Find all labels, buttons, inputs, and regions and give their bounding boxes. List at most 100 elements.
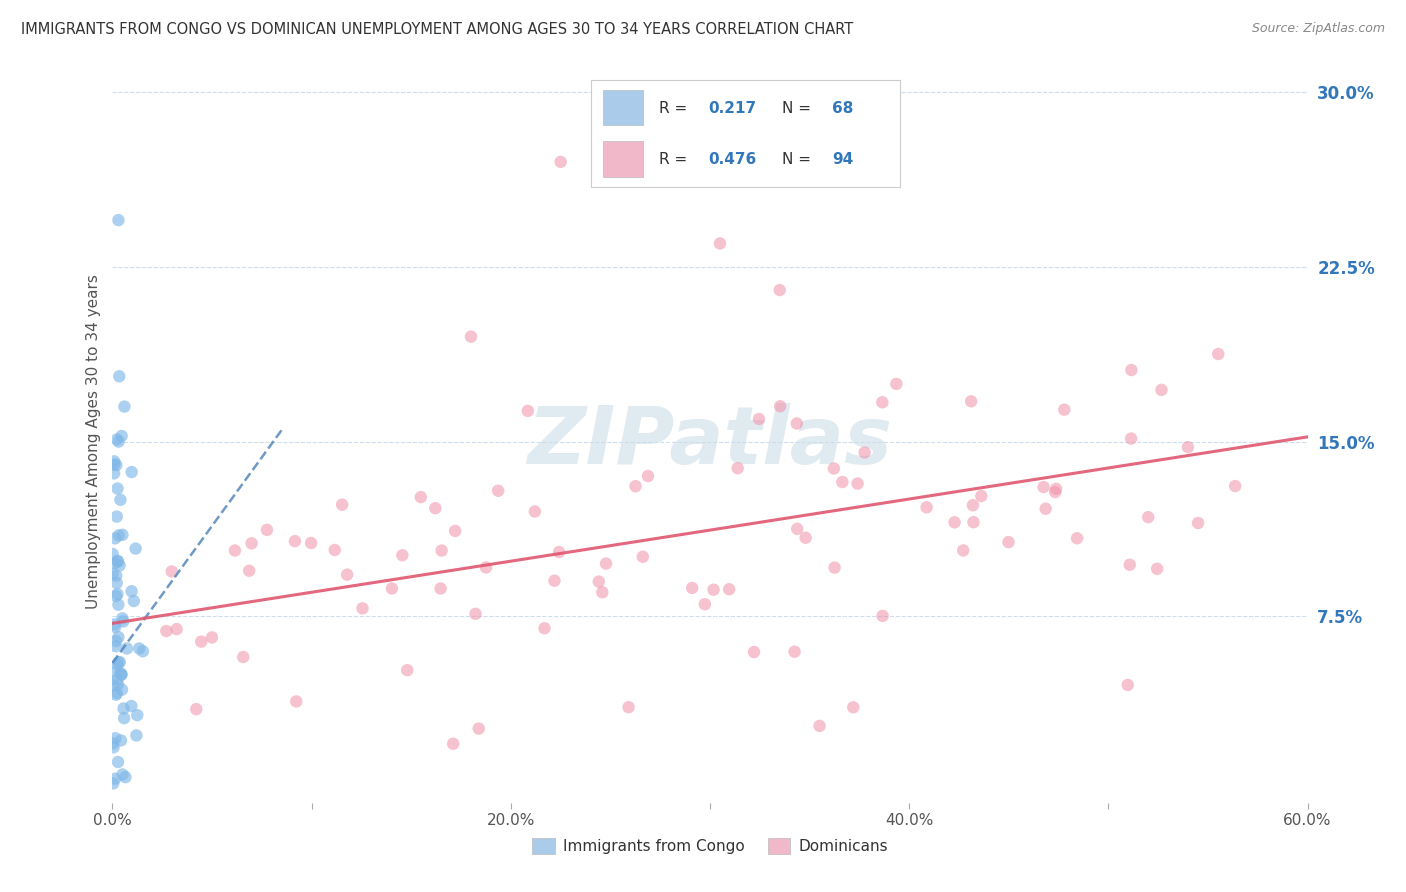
- Point: [430, 543, 453, 558]
- Point: [299, 536, 322, 550]
- Point: [107, 755, 129, 769]
- Point: [543, 574, 565, 588]
- Point: [591, 585, 613, 599]
- Point: [595, 557, 617, 571]
- Point: [132, 644, 155, 658]
- Point: [748, 412, 770, 426]
- Point: [104, 772, 127, 786]
- Point: [128, 641, 150, 656]
- Point: [190, 634, 212, 648]
- Text: IMMIGRANTS FROM CONGO VS DOMINICAN UNEMPLOYMENT AMONG AGES 30 TO 34 YEARS CORREL: IMMIGRANTS FROM CONGO VS DOMINICAN UNEMP…: [21, 22, 853, 37]
- Point: [548, 545, 571, 559]
- Point: [284, 534, 307, 549]
- Point: [823, 461, 845, 475]
- Point: [121, 584, 143, 599]
- Point: [970, 489, 993, 503]
- Point: [425, 501, 447, 516]
- Point: [105, 589, 128, 603]
- Point: [693, 597, 716, 611]
- Point: [105, 673, 128, 687]
- Point: [104, 731, 127, 746]
- Point: [533, 621, 555, 635]
- Text: 0.476: 0.476: [709, 152, 756, 167]
- Point: [122, 594, 145, 608]
- Point: [1032, 480, 1054, 494]
- Point: [1119, 432, 1142, 446]
- Point: [872, 395, 894, 409]
- Point: [441, 737, 464, 751]
- Point: [550, 154, 572, 169]
- Point: [467, 722, 489, 736]
- Point: [104, 620, 127, 634]
- Text: N =: N =: [782, 152, 815, 167]
- Legend: Immigrants from Congo, Dominicans: Immigrants from Congo, Dominicans: [526, 832, 894, 860]
- Point: [1035, 501, 1057, 516]
- Point: [105, 587, 128, 601]
- Point: [107, 434, 129, 449]
- Point: [352, 601, 374, 615]
- Point: [232, 650, 254, 665]
- Point: [101, 547, 124, 561]
- Point: [336, 567, 359, 582]
- Point: [1066, 531, 1088, 545]
- Text: 68: 68: [832, 101, 853, 116]
- Point: [1146, 562, 1168, 576]
- Point: [112, 615, 135, 629]
- Point: [127, 708, 149, 723]
- Point: [742, 645, 765, 659]
- Text: ZIPatlas: ZIPatlas: [527, 402, 893, 481]
- Point: [103, 557, 125, 571]
- Text: R =: R =: [658, 152, 692, 167]
- Text: Source: ZipAtlas.com: Source: ZipAtlas.com: [1251, 22, 1385, 36]
- Point: [105, 686, 128, 700]
- Point: [103, 454, 125, 468]
- Point: [808, 719, 831, 733]
- Point: [727, 461, 749, 475]
- Point: [111, 611, 134, 625]
- Point: [110, 492, 132, 507]
- Point: [1045, 482, 1067, 496]
- Point: [997, 535, 1019, 549]
- Point: [460, 329, 482, 343]
- Point: [786, 522, 808, 536]
- Point: [429, 582, 451, 596]
- Point: [114, 770, 136, 784]
- Point: [831, 475, 853, 489]
- Point: [769, 283, 792, 297]
- Point: [107, 656, 129, 670]
- Point: [104, 639, 127, 653]
- Point: [1121, 363, 1143, 377]
- Point: [285, 694, 308, 708]
- Point: [794, 531, 817, 545]
- Point: [588, 574, 610, 589]
- FancyBboxPatch shape: [603, 90, 643, 125]
- Point: [111, 767, 134, 781]
- Point: [124, 541, 146, 556]
- Point: [104, 688, 127, 702]
- Point: [853, 445, 876, 459]
- FancyBboxPatch shape: [603, 141, 643, 177]
- Point: [238, 564, 260, 578]
- Point: [1187, 516, 1209, 530]
- Point: [105, 458, 128, 472]
- Point: [783, 645, 806, 659]
- Point: [101, 566, 124, 581]
- Point: [107, 630, 129, 644]
- Point: [155, 624, 177, 638]
- Point: [330, 498, 353, 512]
- Point: [108, 528, 131, 542]
- Point: [1177, 440, 1199, 454]
- Point: [960, 394, 983, 409]
- Point: [718, 582, 741, 597]
- Point: [115, 641, 138, 656]
- Point: [1137, 510, 1160, 524]
- Point: [101, 665, 124, 680]
- Point: [952, 543, 974, 558]
- Point: [786, 417, 808, 431]
- Point: [111, 682, 134, 697]
- Point: [709, 236, 731, 251]
- Point: [872, 608, 894, 623]
- Point: [107, 598, 129, 612]
- Point: [101, 736, 124, 750]
- Point: [624, 479, 647, 493]
